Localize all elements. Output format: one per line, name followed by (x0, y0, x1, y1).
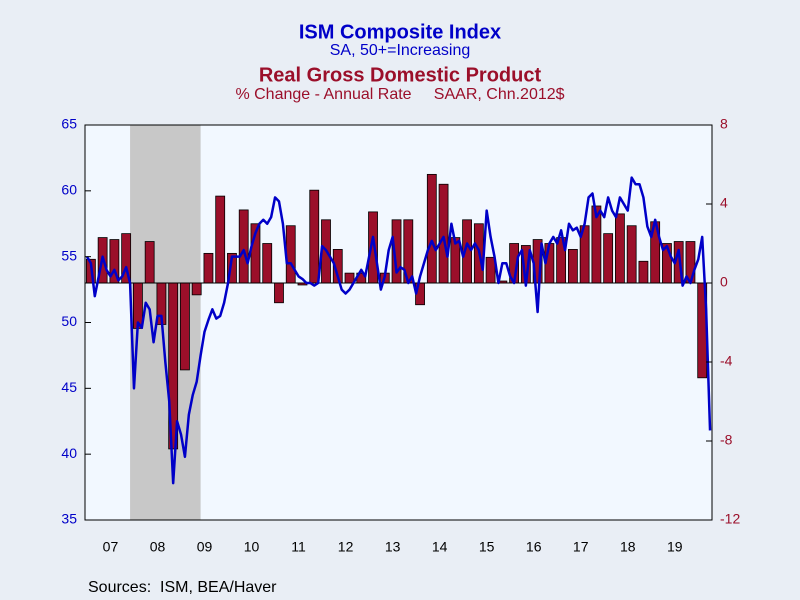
bar (274, 282, 284, 304)
bar (144, 241, 155, 284)
x-tick-label: 10 (244, 539, 260, 555)
x-tick-label: 15 (479, 539, 495, 555)
x-tick-label: 07 (103, 539, 119, 555)
bar (238, 209, 249, 284)
title: Real Gross Domestic Product (259, 64, 542, 86)
x-tick-label: 18 (620, 539, 636, 555)
y2-tick-label: -12 (720, 511, 740, 527)
x-tick-label: 08 (150, 539, 166, 555)
x-tick-label: 19 (667, 539, 683, 555)
bar (191, 282, 202, 296)
y2-tick-label: 8 (720, 116, 728, 132)
bar (485, 256, 496, 284)
bar (626, 225, 637, 284)
plot (85, 125, 712, 520)
bar (180, 282, 190, 371)
x-tick-label: 12 (338, 539, 354, 555)
y-tick-label: 55 (61, 247, 77, 263)
y2-tick-label: 4 (720, 195, 728, 211)
y2-tick-label: -4 (720, 353, 733, 369)
bar (615, 213, 625, 284)
source: Sources: ISM, BEA/Haver (88, 579, 277, 596)
bar (344, 272, 355, 284)
bar (638, 260, 649, 284)
title: ISM Composite Index (299, 21, 501, 43)
y-tick-label: 50 (61, 313, 77, 329)
bar (285, 225, 296, 284)
bar (262, 243, 273, 284)
x-tick-label: 17 (573, 539, 589, 555)
y-tick-label: 40 (61, 445, 77, 461)
bar (438, 183, 449, 284)
x-tick-label: 14 (432, 539, 448, 555)
subtitle: % Change - Annual Rate SAAR, Chn.2012$ (235, 86, 564, 103)
subtitle: SA, 50+=Increasing (330, 42, 471, 59)
y-tick-label: 45 (61, 379, 77, 395)
x-tick-label: 09 (197, 539, 213, 555)
bar (567, 249, 578, 284)
x-tick-label: 13 (385, 539, 401, 555)
y-tick-label: 60 (61, 182, 77, 198)
line (85, 176, 712, 485)
y-tick-label: 65 (61, 116, 77, 132)
bar (309, 189, 320, 284)
y2-tick-label: -8 (720, 432, 733, 448)
y2-tick-label: 0 (720, 274, 728, 290)
bar (215, 195, 226, 284)
bar (426, 173, 437, 284)
bar (203, 252, 214, 284)
y-tick-label: 35 (61, 511, 77, 527)
x-tick-label: 16 (526, 539, 542, 555)
x-tick-label: 11 (291, 539, 306, 555)
bar (603, 233, 614, 284)
